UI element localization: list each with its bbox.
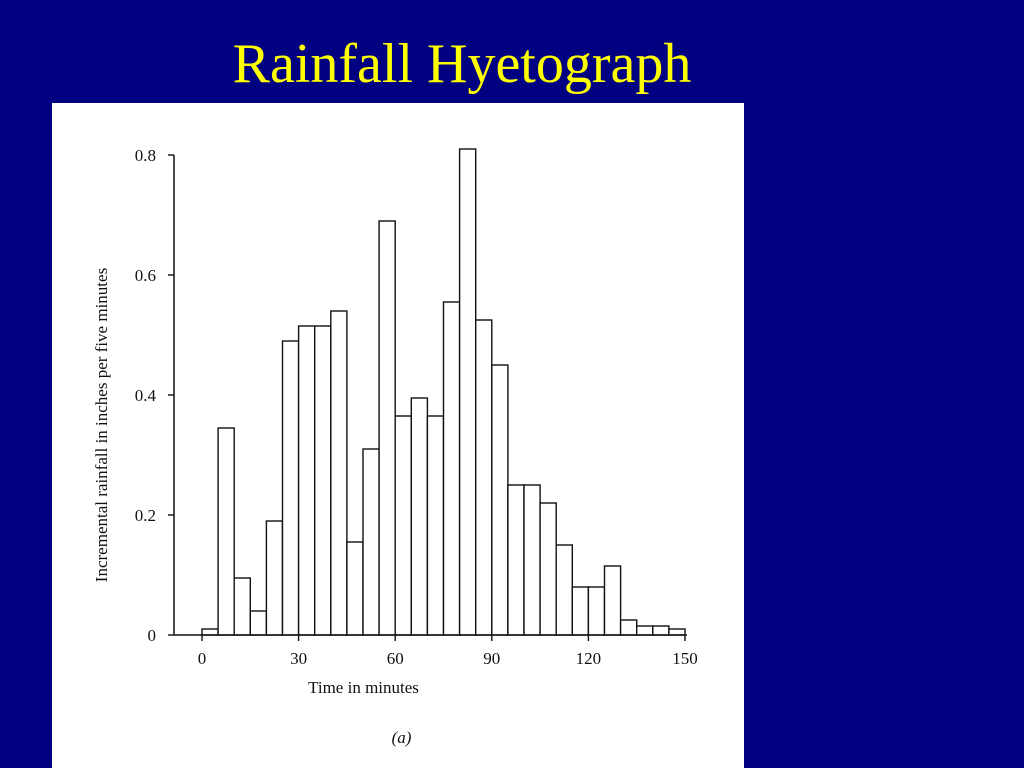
bar-70-75min bbox=[426, 415, 445, 636]
x-tick-label: 30 bbox=[290, 649, 307, 668]
bar-60-65min bbox=[394, 415, 413, 636]
x-axis-label: Time in minutes bbox=[308, 678, 419, 697]
slide-title: Rainfall Hyetograph bbox=[232, 33, 692, 95]
bar-105-110min bbox=[539, 502, 557, 636]
labels-layer: 0 0.2 0.4 0.6 0.8 0 30 60 90 120 150 Time in minute… bbox=[92, 146, 698, 747]
y-axis-label: Incremental rainfall in inches per five … bbox=[92, 268, 111, 582]
bar-100-105min bbox=[523, 484, 541, 636]
bar-15-20min bbox=[249, 610, 268, 636]
bar-110-115min bbox=[555, 544, 574, 636]
bar-130-135min bbox=[619, 619, 638, 636]
axes-layer bbox=[168, 154, 687, 641]
bar-95-100min bbox=[507, 484, 525, 636]
x-tick-label: 120 bbox=[576, 649, 602, 668]
bar-30-35min bbox=[297, 325, 316, 636]
bar-75-80min bbox=[442, 301, 461, 636]
bar-115-120min bbox=[571, 586, 590, 636]
bar-20-25min bbox=[265, 520, 284, 636]
bar-50-55min bbox=[362, 448, 380, 636]
bar-120-125min bbox=[587, 586, 606, 636]
y-tick-label: 0.2 bbox=[135, 506, 156, 525]
bar-65-70min bbox=[410, 397, 429, 636]
bar-135-140min bbox=[636, 625, 654, 636]
bar-40-45min bbox=[330, 310, 348, 636]
x-tick-label: 0 bbox=[198, 649, 207, 668]
bar-0-5min bbox=[201, 628, 219, 636]
bar-90-95min bbox=[491, 364, 509, 636]
y-tick-label: 0.8 bbox=[135, 146, 156, 165]
bar-80-85min bbox=[458, 148, 477, 636]
bar-140-145min bbox=[652, 625, 670, 636]
bar-35-40min bbox=[314, 325, 332, 636]
y-tick-label: 0.4 bbox=[135, 386, 157, 405]
bar-10-15min bbox=[233, 577, 251, 636]
x-tick-label: 60 bbox=[387, 649, 404, 668]
bar-25-30min bbox=[281, 340, 300, 636]
bar-55-60min bbox=[378, 220, 396, 636]
figure-caption: (a) bbox=[392, 728, 412, 747]
bar-145-150min bbox=[668, 628, 686, 636]
figure-panel: 0 0.2 0.4 0.6 0.8 0 30 60 90 120 150 Time in minute… bbox=[52, 103, 744, 768]
hyetograph-chart: 0 0.2 0.4 0.6 0.8 0 30 60 90 120 150 Time in minute… bbox=[92, 146, 698, 747]
bar-5-10min bbox=[217, 427, 235, 636]
x-tick-label: 150 bbox=[672, 649, 698, 668]
y-tick-label: 0.6 bbox=[135, 266, 156, 285]
x-tick-label: 90 bbox=[483, 649, 500, 668]
bars-layer bbox=[201, 148, 686, 636]
bar-45-50min bbox=[346, 541, 364, 636]
bar-125-130min bbox=[603, 565, 622, 636]
y-tick-label: 0 bbox=[148, 626, 157, 645]
bar-85-90min bbox=[475, 319, 493, 636]
